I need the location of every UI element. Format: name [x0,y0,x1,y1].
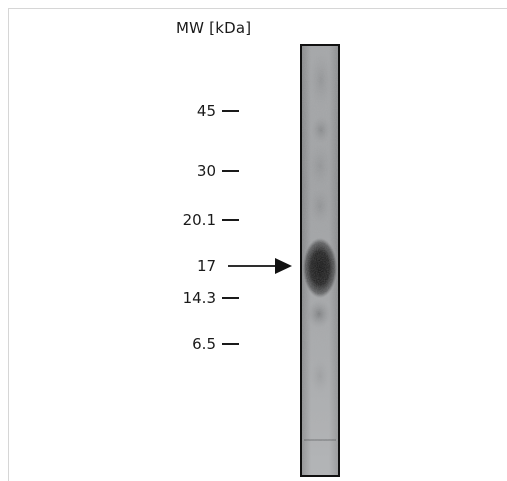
gel-lane-image [302,46,338,475]
marker-label: 14.3 [182,289,216,307]
marker-label: 20.1 [182,211,216,229]
marker-30: 30 [197,162,239,180]
marker-45: 45 [197,102,239,120]
marker-tick [222,343,239,345]
marker-tick [222,110,239,112]
marker-label: 6.5 [192,335,216,353]
gel-lane [300,44,340,477]
arrow-label: 17 [197,257,217,275]
marker-tick [222,170,239,172]
marker-tick [222,297,239,299]
marker-14-3: 14.3 [183,289,239,307]
right-arrow-icon [228,258,292,274]
marker-6-5: 6.5 [192,335,239,353]
mw-axis-label: MW [kDa] [176,19,252,37]
marker-20-1: 20.1 [183,211,239,229]
figure-frame [8,8,507,481]
marker-label: 30 [196,162,216,180]
marker-label: 45 [196,102,216,120]
marker-tick [222,219,239,221]
